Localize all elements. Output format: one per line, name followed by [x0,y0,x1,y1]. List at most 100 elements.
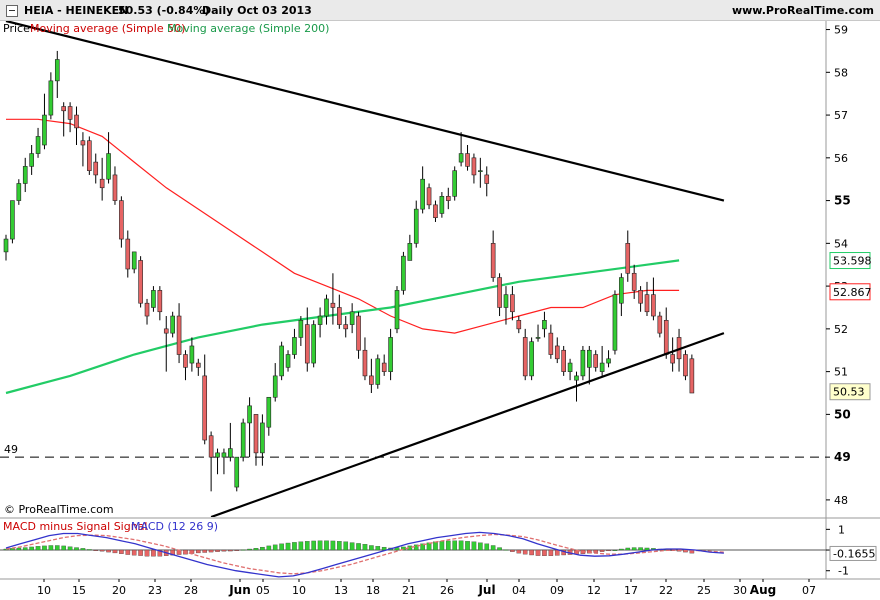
macd-hist-bar [458,540,464,551]
x-tick-label: 07 [802,584,816,597]
ma50-line [6,118,680,334]
macd-hist-bar [144,549,150,557]
x-tick-label: 20 [112,584,126,597]
candle-body [163,328,169,334]
candle-body [651,294,656,317]
macd-hist-bar [375,546,381,551]
x-tick-label: 15 [72,584,86,597]
candle-body [189,345,195,364]
candle-body [240,422,246,458]
candle-body [362,349,368,377]
macd-hist-bar [298,541,304,551]
macd-hist-bar [324,540,329,551]
macd-hist-bar [369,545,374,551]
candle-body [260,422,265,454]
macd-hist-bar [119,549,124,554]
macd-hist-bar [439,541,445,551]
macd-hist-bar [228,549,233,552]
macd-hist-bar [330,540,336,551]
macd-hist-bar [548,549,554,556]
candle-body [503,294,509,308]
candle-body [298,320,304,338]
candle-body [285,354,291,368]
trendline [5,21,725,202]
macd-hist-bar [625,547,631,551]
candle-body [388,337,393,372]
candle-body [439,196,445,214]
candle-body [394,290,400,330]
macd-hist-bar [433,541,438,551]
macd-hist-bar [535,549,541,556]
macd-hist-bar [99,549,105,552]
candle-body [465,153,470,167]
macd-hist-bar [542,549,547,556]
macd-y-tick-label: 1 [838,523,845,536]
candle-body [561,349,566,372]
chart-header: HEIA - HEINEKEN 50.53 (-0.84%) Daily Oct… [0,0,880,21]
candle-body [99,178,105,189]
macd-hist-bar [285,542,291,551]
x-tick-label: Aug [750,583,776,597]
macd-value-badge-box [829,545,877,561]
y-tick-label: 54 [834,237,848,250]
candle-body [580,349,586,377]
candle-body [657,315,663,334]
macd-hist-bar [61,545,66,551]
candle-body [445,196,451,201]
candle-body [638,290,643,304]
macd-hist-bar [478,542,483,551]
macd-hist-bar [631,547,637,551]
candle-body [625,243,631,274]
candle-body [324,298,329,317]
macd-hist-bar [215,549,220,552]
candle-body [689,358,695,394]
macd-hist-bar [54,545,60,551]
candle-body [522,337,528,377]
candle-body [330,302,336,308]
candle-body [106,153,111,180]
macd-hist-bar [35,546,41,551]
candle-body [54,59,60,82]
x-tick-label: 26 [440,584,454,597]
candle-body [119,200,124,240]
x-tick-label: 04 [512,584,526,597]
macd-hist-bar [638,547,643,551]
candle-body [279,345,284,377]
x-tick-label: 25 [697,584,711,597]
y-tick-label: 59 [834,24,848,37]
macd-hist-bar [112,549,118,554]
candle-body [157,290,163,313]
y-tick-label: 50 [834,407,851,421]
candle-body [35,136,41,154]
candle-body [61,106,66,112]
candle-body [644,294,650,313]
candle-body [247,405,252,424]
candle-body [183,354,188,368]
macd-hist-bar [619,548,624,551]
macd-signal-line [5,533,724,575]
candle-body [587,349,592,368]
candle-body [234,456,240,488]
macd-hist-bar [260,546,265,551]
period-label: Daily Oct 03 2013 [202,4,312,17]
candle-body [413,208,419,244]
candle-body [535,337,541,339]
macd-hist-bar [234,549,240,551]
macd-hist-bar [522,549,528,555]
dashed-level-label: 49 [4,443,18,456]
macd-hist-bar [151,549,156,557]
candle-body [516,320,522,330]
candle-body [138,260,143,304]
ma200-value-badge: 53.598 [833,255,872,268]
candle-body [574,375,579,381]
candle-body [304,324,310,364]
candle-body [170,315,175,334]
ticker-icon[interactable] [6,5,18,17]
x-tick-label: 05 [256,584,270,597]
copyright-label: © ProRealTime.com [4,503,114,516]
candle-body [266,396,272,428]
ma50-value-badge-box [829,283,871,301]
macd-hist-bar [420,543,425,551]
candle-body [529,341,534,377]
